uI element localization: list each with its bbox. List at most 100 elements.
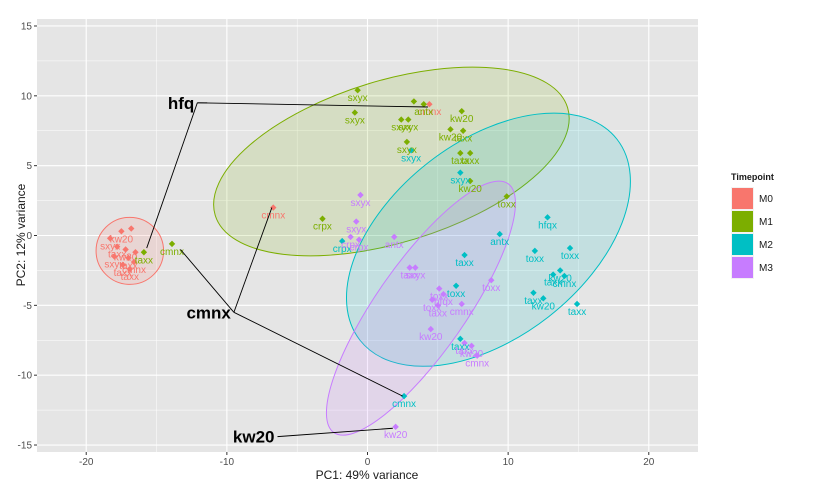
point-m3 bbox=[436, 285, 443, 292]
callout-line bbox=[277, 427, 393, 438]
point-label-m2: taxx bbox=[455, 258, 473, 269]
point-labels: sxyxkw20taxxkw20sxyxtaxxcmnxtaxxtaxxcmnx… bbox=[100, 93, 586, 441]
x-axis-ticks: -20 -10 0 10 20 bbox=[79, 452, 655, 468]
y-tick-label: -15 bbox=[18, 441, 33, 452]
point-m1 bbox=[168, 240, 176, 248]
point-m2 bbox=[544, 214, 551, 221]
ellipse-m1 bbox=[213, 66, 570, 257]
point-label-m3: kw20 bbox=[460, 349, 484, 360]
point-label-m0: kw20 bbox=[110, 234, 134, 245]
point-label-m3: taxx bbox=[429, 308, 447, 319]
point-m3 bbox=[458, 300, 465, 308]
callout-line bbox=[197, 102, 428, 108]
point-label-m1: sxyx bbox=[398, 123, 418, 134]
point-label-m0: sxyx bbox=[100, 241, 120, 252]
point-m1 bbox=[459, 127, 467, 134]
point-label-m2: crpx bbox=[333, 244, 352, 255]
point-label-m3: sxyx bbox=[350, 198, 370, 209]
point-label-m3: kw20 bbox=[419, 332, 443, 343]
point-label-m1: taxx bbox=[454, 134, 472, 145]
point-label-m1: crpx bbox=[313, 222, 332, 233]
point-m0 bbox=[130, 258, 138, 266]
point-label-m3: kw20 bbox=[384, 430, 408, 441]
point-label-m2: taxx bbox=[451, 342, 469, 353]
callout-annotations: hfq cmnx kw20 bbox=[146, 94, 428, 447]
point-label-m2: kw20 bbox=[548, 273, 572, 284]
point-label-m0: cmnx bbox=[261, 211, 285, 222]
point-label-m1: sxyx bbox=[391, 123, 411, 134]
point-m2 bbox=[496, 230, 503, 238]
point-m2 bbox=[549, 271, 557, 278]
ellipse-m0 bbox=[95, 216, 165, 285]
callout-line bbox=[233, 207, 273, 313]
confidence-ellipses bbox=[95, 66, 631, 436]
point-label-m0: cmnx bbox=[122, 265, 146, 276]
point-label-m3: antx bbox=[385, 240, 404, 251]
legend: Timepoint M0 M1 M2 M3 bbox=[731, 172, 774, 279]
point-m1 bbox=[319, 215, 326, 222]
point-m0 bbox=[426, 101, 433, 108]
point-m3 bbox=[357, 191, 364, 199]
point-label-m3: taxx bbox=[401, 271, 419, 282]
point-m3 bbox=[488, 276, 495, 284]
point-m1 bbox=[403, 138, 411, 146]
point-label-m0: kw20 bbox=[114, 252, 138, 263]
point-m0 bbox=[132, 249, 139, 256]
y-tick-label: 5 bbox=[26, 161, 32, 172]
point-label-m3: cmnx bbox=[465, 359, 489, 370]
point-m3 bbox=[412, 264, 419, 271]
y-tick-label: 15 bbox=[21, 21, 33, 32]
point-m0 bbox=[118, 228, 125, 235]
legend-key-m3 bbox=[732, 257, 753, 278]
point-m3 bbox=[391, 233, 398, 241]
point-m2 bbox=[566, 244, 574, 252]
callout-line bbox=[233, 311, 403, 397]
y-tick-label: 10 bbox=[21, 91, 33, 102]
point-label-m1: toxx bbox=[498, 199, 516, 210]
point-m3 bbox=[440, 290, 447, 298]
point-label-m3: crpx bbox=[341, 240, 360, 251]
point-m0 bbox=[126, 265, 134, 273]
point-label-m3: toxx bbox=[423, 303, 441, 314]
point-label-m3: crpx bbox=[350, 243, 369, 254]
point-m2 bbox=[457, 335, 464, 343]
point-label-m2: cmnx bbox=[552, 279, 576, 290]
point-m1 bbox=[351, 109, 359, 116]
point-label-m2: hfqx bbox=[538, 220, 557, 231]
x-axis-title: PC1: 49% variance bbox=[316, 468, 419, 482]
point-m1 bbox=[466, 149, 474, 157]
point-label-m0: taxx bbox=[121, 272, 139, 283]
grid-lines bbox=[37, 19, 698, 452]
point-label-m1: cmnx bbox=[160, 247, 184, 258]
point-m1 bbox=[466, 177, 474, 185]
point-label-m3: toxx bbox=[430, 292, 448, 303]
legend-key-m2 bbox=[732, 234, 753, 255]
y-axis-ticks: -15 -10 -5 0 5 10 15 bbox=[18, 21, 37, 452]
point-m0 bbox=[106, 235, 114, 242]
point-m2 bbox=[561, 272, 568, 280]
point-m1 bbox=[405, 116, 412, 123]
point-m1 bbox=[457, 149, 464, 157]
point-m2 bbox=[461, 251, 468, 259]
ellipse-m2 bbox=[345, 112, 631, 367]
y-tick-label: -10 bbox=[18, 371, 33, 382]
point-label-m0: taxx bbox=[114, 268, 132, 279]
point-m0 bbox=[111, 253, 118, 260]
point-label-m1: taxx bbox=[135, 255, 153, 266]
point-label-m2: taxx bbox=[524, 296, 542, 307]
point-m2 bbox=[338, 237, 346, 245]
y-tick-label: 0 bbox=[26, 231, 32, 242]
point-label-m2: taxx bbox=[568, 307, 586, 318]
point-m1 bbox=[447, 126, 454, 133]
point-label-m1: kw20 bbox=[439, 132, 463, 143]
legend-label-m2: M2 bbox=[759, 240, 773, 251]
point-label-m2: kw20 bbox=[532, 301, 556, 312]
x-tick-label: -20 bbox=[79, 457, 94, 468]
x-tick-label: -10 bbox=[220, 457, 235, 468]
x-tick-label: 10 bbox=[503, 457, 515, 468]
point-label-m3: hfqx bbox=[434, 297, 453, 308]
point-m3 bbox=[473, 352, 481, 359]
legend-label-m0: M0 bbox=[759, 194, 773, 205]
point-label-m1: taxx bbox=[451, 156, 469, 167]
